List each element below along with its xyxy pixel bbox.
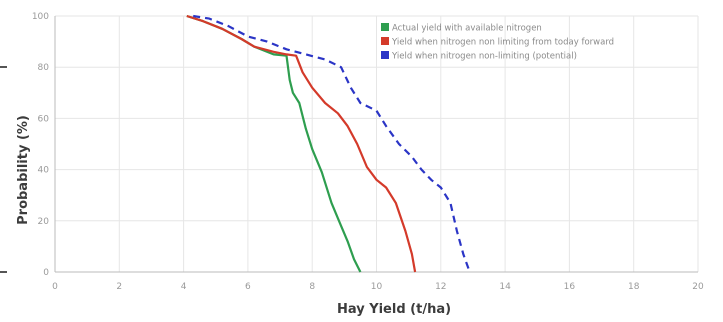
x-tick-label: 6 — [245, 282, 251, 292]
legend-swatch-2 — [381, 37, 389, 45]
x-tick-label: 12 — [435, 282, 446, 292]
y-tick-label: 80 — [38, 63, 50, 73]
legend-label-1: Actual yield with available nitrogen — [392, 24, 542, 34]
x-tick-label: 2 — [116, 282, 122, 292]
y-tick-label: 60 — [38, 114, 50, 124]
y-tick-label: 100 — [32, 12, 49, 22]
legend-swatch-3 — [381, 51, 389, 59]
x-tick-label: 10 — [371, 282, 383, 292]
legend: Actual yield with available nitrogen Yiel… — [381, 23, 614, 62]
legend-label-3: Yield when nitrogen non-limiting (potent… — [391, 52, 577, 62]
series-line-2 — [186, 14, 417, 273]
x-tick-label: 4 — [181, 282, 187, 292]
y-axis-title: Probability (%) — [16, 115, 31, 225]
y-tick-label: 0 — [43, 268, 49, 278]
legend-label-2: Yield when nitrogen non limiting from to… — [391, 38, 614, 48]
x-tick-label: 8 — [309, 282, 315, 292]
x-tick-label: 20 — [692, 282, 704, 292]
x-tick-label: 16 — [564, 282, 576, 292]
series-line-3 — [193, 14, 471, 273]
x-tick-label: 14 — [499, 282, 511, 292]
x-tick-labels: 0 2 4 6 8 10 12 14 16 18 20 — [52, 282, 704, 292]
x-tick-label: 0 — [52, 282, 58, 292]
y-tick-labels: 0 20 40 60 80 100 — [32, 12, 49, 278]
x-tick-label: 18 — [628, 282, 640, 292]
legend-swatch-1 — [381, 23, 389, 31]
x-axis-title: Hay Yield (t/ha) — [337, 302, 451, 317]
series-lines — [186, 14, 471, 273]
grid — [54, 15, 699, 273]
y-tick-label: 20 — [38, 217, 50, 227]
y-tick-label: 40 — [38, 166, 50, 176]
